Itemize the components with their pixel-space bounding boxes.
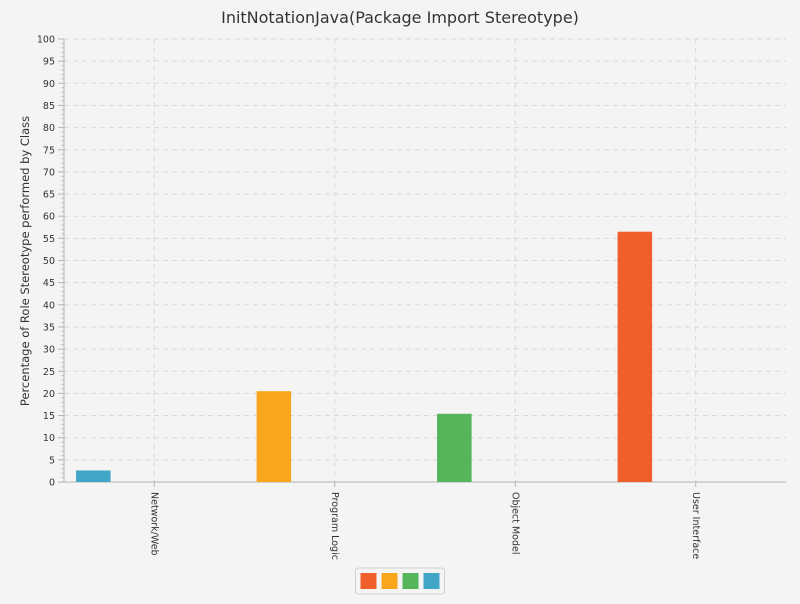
- y-axis-label: Percentage of Role Stereotype performed …: [18, 116, 32, 406]
- y-tick-label: 70: [43, 167, 55, 178]
- y-tick-label: 0: [49, 478, 55, 489]
- legend-swatch: [381, 573, 398, 589]
- legend-box: [355, 567, 445, 595]
- chart-title: InitNotationJava(Package Import Stereoty…: [221, 8, 579, 27]
- bars: [76, 231, 653, 482]
- y-tick-label: 95: [43, 57, 55, 68]
- y-tick-label: 20: [43, 389, 55, 400]
- legend-swatch: [360, 573, 377, 589]
- bar-object-model: [437, 413, 472, 482]
- x-tick-label: Object Model: [509, 492, 520, 554]
- y-tick-label: 5: [49, 455, 55, 466]
- y-tick-label: 100: [37, 35, 55, 46]
- bar-user-interface: [617, 231, 653, 482]
- x-tick-label: User Interface: [690, 492, 701, 559]
- y-tick-label: 55: [43, 234, 55, 245]
- y-tick-label: 60: [43, 212, 55, 223]
- legend: [355, 567, 445, 595]
- y-tick-label: 40: [43, 300, 55, 311]
- x-tick-label: Program Logic: [329, 492, 340, 560]
- y-tick-label: 30: [43, 345, 55, 356]
- y-tick-label: 65: [43, 190, 55, 201]
- y-tick-label: 10: [43, 433, 55, 444]
- y-tick-label: 90: [43, 79, 55, 90]
- y-tick-label: 15: [43, 411, 55, 422]
- bar-program-logic: [256, 391, 292, 482]
- bar-network-web: [76, 470, 111, 482]
- grid-lines: [64, 38, 786, 482]
- y-tick-label: 45: [43, 278, 55, 289]
- y-tick-label: 85: [43, 101, 55, 112]
- legend-swatch: [402, 573, 419, 589]
- y-tick-label: 75: [43, 145, 55, 156]
- x-tick-label: Network/Web: [148, 492, 159, 556]
- y-tick-label: 50: [43, 256, 55, 267]
- y-tick-label: 35: [43, 322, 55, 333]
- axes: 0 5 10 15 20 25 30 35 40 45 50 55 60 65 70 75 80 85 90 95 10…: [37, 35, 786, 560]
- y-tick-label: 25: [43, 367, 55, 378]
- legend-swatch: [423, 573, 440, 589]
- y-tick-label: 80: [43, 123, 55, 134]
